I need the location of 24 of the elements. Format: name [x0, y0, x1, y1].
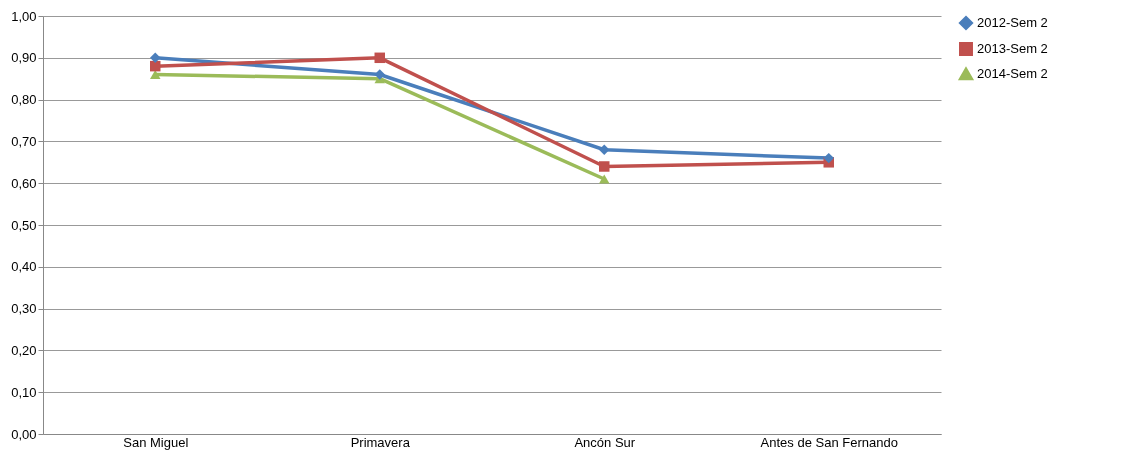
y-tick-label: 0,50	[11, 217, 37, 233]
point	[599, 144, 610, 155]
point	[599, 161, 610, 172]
legend-label: 2013-Sem 2	[977, 41, 1048, 56]
x-tick-label: San Miguel	[123, 434, 189, 450]
y-tick-label: 0,00	[11, 426, 37, 442]
y-tick-label: 0,10	[11, 384, 37, 400]
x-tick-label: Primavera	[350, 434, 411, 450]
x-tick-label: Antes de San Fernando	[760, 434, 898, 450]
legend-label: 2012-Sem 2	[977, 15, 1048, 30]
y-tick-label: 1,00	[11, 8, 37, 24]
point	[599, 174, 610, 184]
y-tick-label: 0,20	[11, 342, 37, 358]
point	[150, 52, 161, 64]
y-tick-label: 0,90	[11, 50, 37, 66]
legend-label: 2014-Sem 2	[977, 66, 1048, 81]
y-tick-label: 0,80	[11, 92, 37, 108]
x-tick-label: Ancón Sur	[574, 434, 636, 450]
y-tick-label: 0,70	[11, 133, 37, 149]
y-tick-label: 0,60	[11, 175, 37, 191]
y-tick-label: 0,30	[11, 301, 37, 317]
point	[823, 152, 834, 164]
point	[374, 52, 385, 64]
y-tick-label: 0,40	[11, 259, 37, 275]
